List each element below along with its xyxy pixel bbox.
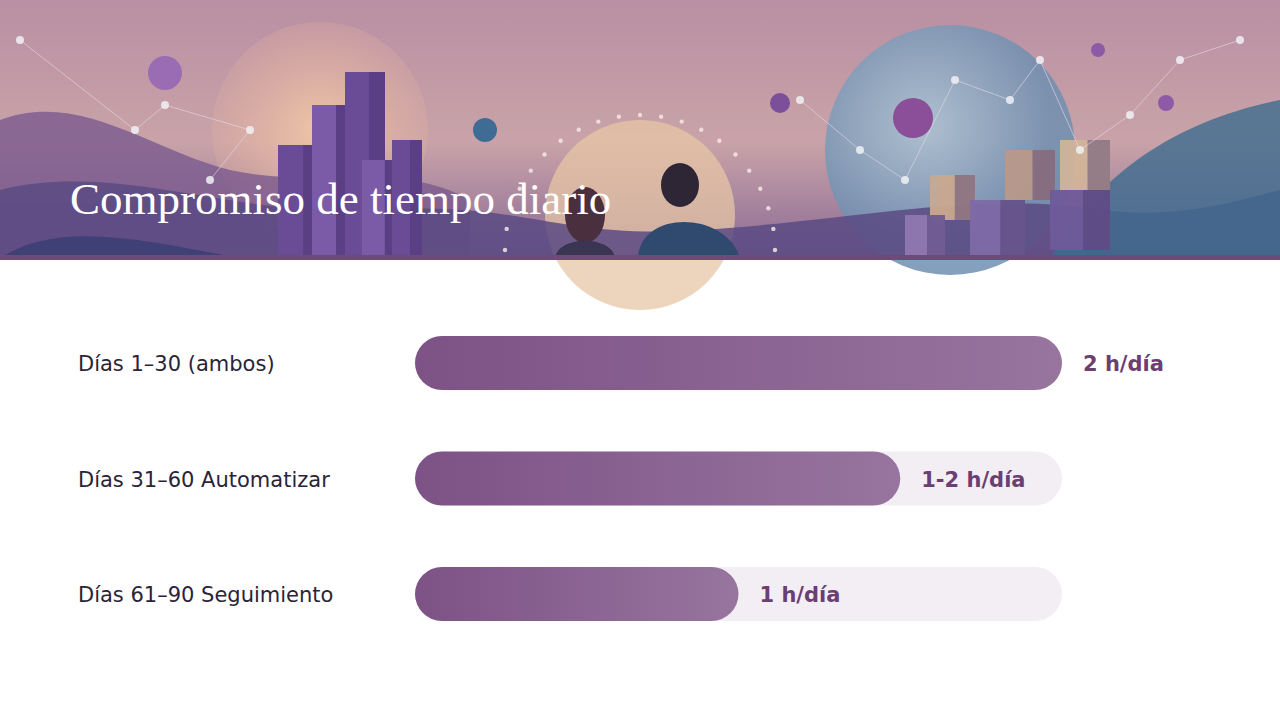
wave [1050, 100, 1280, 258]
cube [905, 215, 945, 255]
arc-dot [699, 128, 703, 132]
network-node [796, 96, 804, 104]
network-line [1080, 115, 1130, 150]
network-line [1010, 60, 1040, 100]
network-node [1036, 56, 1044, 64]
header-illustration [0, 0, 1280, 310]
bar [415, 452, 900, 506]
title: Compromiso de tiempo diario [70, 174, 611, 224]
arc-dot [529, 168, 533, 172]
arc-dot [680, 119, 684, 123]
bar-track [415, 567, 1062, 621]
arc-dot [542, 152, 546, 156]
sphere [1091, 43, 1105, 57]
network-line [1130, 60, 1180, 115]
bar [415, 336, 1062, 390]
network-node [16, 36, 24, 44]
arc-dot [717, 139, 721, 143]
bars [415, 336, 1062, 621]
arc-dot [503, 248, 507, 252]
network-line [860, 150, 905, 180]
network-node [901, 176, 909, 184]
data-label: 2 h/día [1083, 352, 1164, 376]
network-line [1180, 40, 1240, 60]
category-label: Días 1–30 (ambos) [78, 352, 275, 376]
header-rule [0, 255, 1280, 260]
arc-dot [558, 139, 562, 143]
cube [970, 200, 1025, 255]
network-node [951, 76, 959, 84]
bar [415, 567, 739, 621]
arc-dot [773, 248, 777, 252]
cube [1060, 140, 1110, 190]
data-label: 1-2 h/día [921, 468, 1025, 492]
arc-dot [504, 227, 508, 231]
network-node [1236, 36, 1244, 44]
cube-shade [1083, 190, 1110, 250]
network-line [800, 100, 860, 150]
arc-dot [733, 152, 737, 156]
sphere [473, 118, 497, 142]
network-line [955, 80, 1010, 100]
cube [1050, 190, 1110, 250]
network-line [1040, 60, 1080, 150]
data-label: 1 h/día [760, 583, 841, 607]
arc-dot [771, 227, 775, 231]
sphere [148, 56, 182, 90]
arc-dot [747, 168, 751, 172]
network-node [856, 146, 864, 154]
bar-track [415, 452, 1062, 506]
arc-dot [638, 113, 642, 117]
labels: Días 1–30 (ambos) 2 h/día Días 31–60 Autom… [78, 352, 1164, 607]
cube-shade [1000, 200, 1025, 255]
sphere [1158, 95, 1174, 111]
cube [930, 175, 975, 220]
network-node [161, 101, 169, 109]
arc-dot [617, 114, 621, 118]
network-node [1076, 146, 1084, 154]
arc-dot [758, 187, 762, 191]
sphere [893, 98, 933, 138]
cube [1005, 150, 1055, 200]
arc-dot [596, 119, 600, 123]
network-line [20, 40, 135, 130]
arc-dot [766, 206, 770, 210]
network-node [1126, 111, 1134, 119]
arc-dot [577, 128, 581, 132]
sphere [770, 93, 790, 113]
arc-dot [659, 114, 663, 118]
network-node [1006, 96, 1014, 104]
tracks [415, 336, 1062, 621]
category-label: Días 61–90 Seguimiento [78, 583, 333, 607]
category-label: Días 31–60 Automatizar [78, 468, 330, 492]
network-node [131, 126, 139, 134]
person-head [661, 163, 699, 207]
person-body [638, 222, 740, 258]
bar-track [415, 336, 1062, 390]
network-line [210, 130, 250, 180]
cube-shade [1088, 140, 1111, 190]
network-line [165, 105, 250, 130]
wave [0, 236, 240, 258]
network-line [135, 105, 165, 130]
cube-shade [927, 215, 945, 255]
network-node [246, 126, 254, 134]
network-node [1176, 56, 1184, 64]
chart: Compromiso de tiempo diario Días 1–30 (am… [0, 0, 1280, 720]
